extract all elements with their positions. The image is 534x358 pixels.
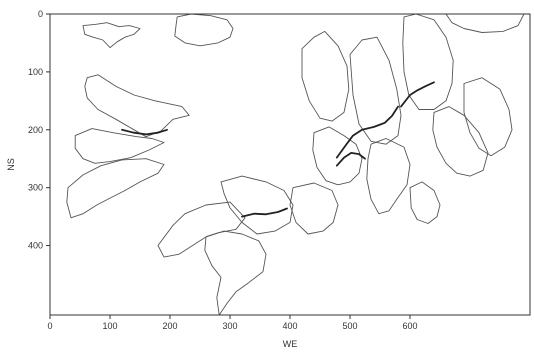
catchment-center-right-lower — [289, 182, 339, 235]
catchment-center-upper — [312, 126, 363, 186]
x-tick-label: 200 — [162, 321, 177, 331]
catchment-upper-left-small — [82, 22, 141, 49]
catchment-upper-center-tall — [301, 30, 350, 122]
channel-center — [241, 207, 288, 218]
channel-right — [400, 81, 435, 108]
catchment-outlines — [66, 13, 525, 316]
plot-frame — [49, 13, 531, 316]
channel-left — [121, 128, 168, 136]
catchment-far-right-upper — [402, 13, 454, 110]
y-tick-label: 400 — [28, 241, 43, 251]
x-tick-label: 100 — [102, 321, 117, 331]
x-tick-label: 400 — [282, 321, 297, 331]
x-axis-ticks: 0 100 200 300 400 500 600 — [47, 315, 418, 331]
x-tick-label: 0 — [47, 321, 52, 331]
catchment-right-lower-finger — [409, 181, 441, 224]
catchment-right-center — [366, 138, 411, 215]
y-axis-title: NS — [6, 158, 16, 171]
catchment-right-upper-tall — [349, 36, 402, 145]
x-tick-label: 600 — [402, 321, 417, 331]
channel-mid — [335, 152, 366, 167]
catchment-center-mid — [220, 175, 294, 235]
x-tick-label: 300 — [222, 321, 237, 331]
catchment-far-right-mid — [432, 106, 489, 177]
x-axis-title: WE — [283, 339, 298, 349]
y-axis-ticks: 0 100 200 300 400 — [28, 9, 50, 251]
catchment-left-long-top — [84, 74, 190, 138]
catchment-far-right-lower — [463, 77, 513, 157]
x-tick-label: 500 — [342, 321, 357, 331]
catchment-center-left-lower — [157, 201, 246, 258]
y-tick-label: 300 — [28, 183, 43, 193]
y-tick-label: 0 — [38, 9, 43, 19]
catchment-center-bottom — [204, 230, 267, 316]
y-tick-label: 200 — [28, 125, 43, 135]
y-tick-label: 100 — [28, 67, 43, 77]
channel-network — [121, 81, 435, 218]
catchment-top-right-edge — [445, 13, 525, 33]
channel-upper-center — [335, 105, 399, 159]
catchment-left-middle — [74, 128, 165, 164]
catchment-upper-middle — [174, 13, 234, 47]
catchment-left-lower — [66, 158, 165, 219]
